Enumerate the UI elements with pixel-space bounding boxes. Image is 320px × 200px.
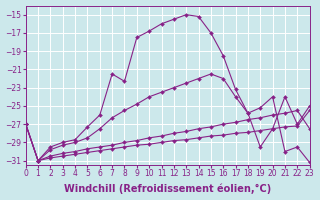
X-axis label: Windchill (Refroidissement éolien,°C): Windchill (Refroidissement éolien,°C) [64, 184, 271, 194]
